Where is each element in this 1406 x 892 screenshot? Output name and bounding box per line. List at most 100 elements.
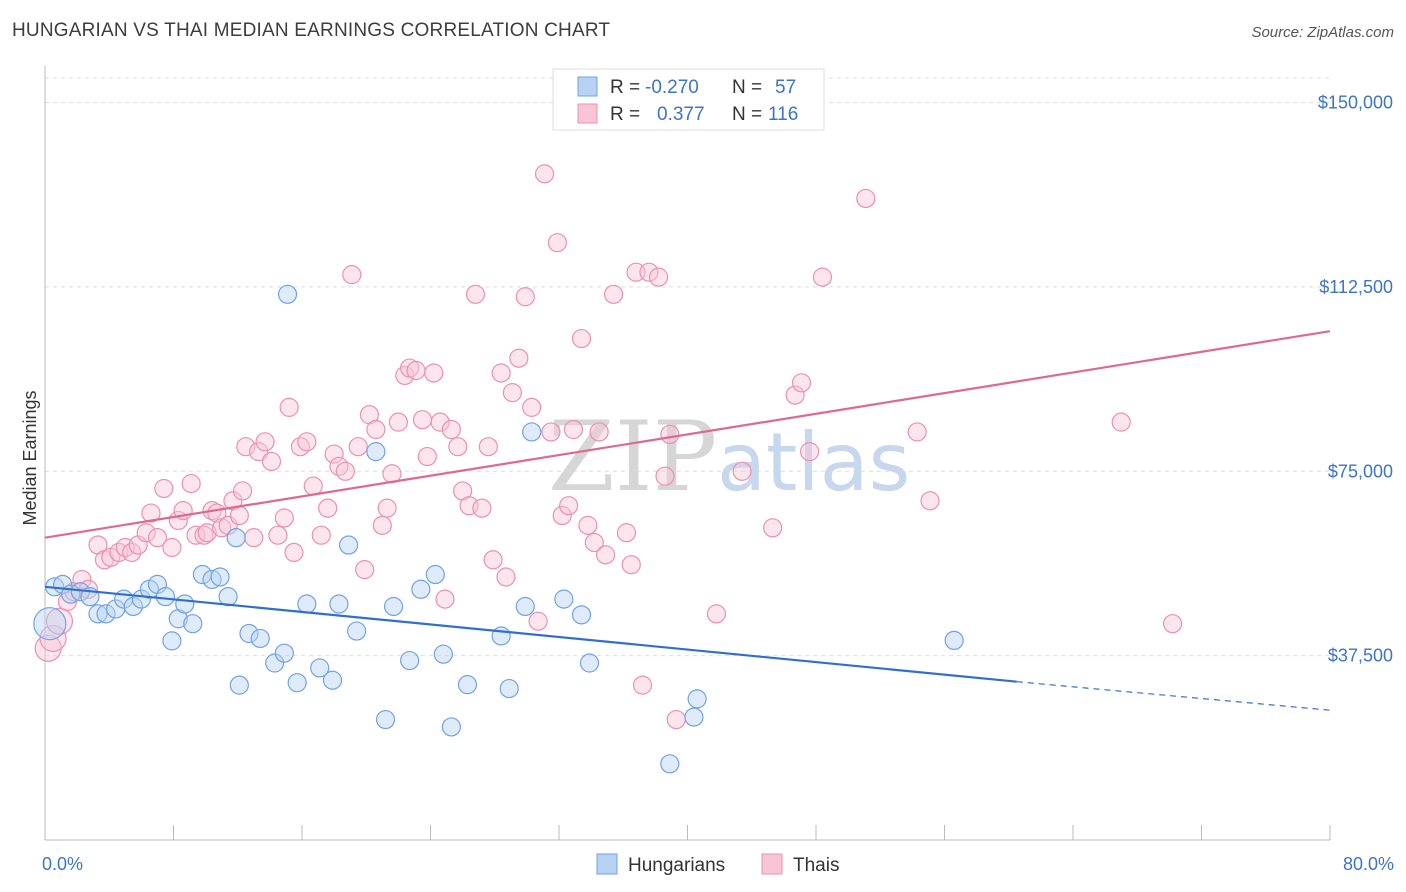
data-point-thais [261, 451, 282, 472]
data-point-hungarians [347, 621, 367, 641]
data-point-hungarians [226, 528, 246, 548]
data-point-thais [366, 419, 386, 440]
data-point-thais [435, 589, 455, 609]
data-point-thais [406, 360, 426, 381]
data-point-thais [660, 424, 680, 445]
data-point-thais [154, 478, 174, 499]
data-point-thais [297, 432, 317, 452]
data-point-thais [324, 444, 344, 464]
data-point-hungarians [383, 596, 404, 617]
data-point-thais [584, 532, 604, 553]
data-point-thais [589, 422, 609, 442]
data-point-thais [509, 348, 529, 368]
data-point-thais [39, 624, 67, 653]
data-point-hungarians [183, 614, 203, 634]
data-point-thais [571, 328, 592, 349]
data-point-hungarians [287, 673, 307, 693]
data-point-thais [648, 267, 669, 287]
data-point-thais [430, 412, 450, 432]
data-point-hungarians [155, 587, 176, 607]
data-point-thais [541, 422, 561, 442]
data-point-thais [496, 567, 516, 587]
data-point-thais [377, 498, 397, 518]
data-point-thais [639, 262, 659, 282]
data-point-thais [329, 456, 349, 476]
data-point-thais [279, 397, 299, 417]
data-point-hungarians [274, 643, 294, 663]
data-point-hungarians [175, 594, 195, 614]
data-point-thais [348, 437, 368, 457]
data-point-thais [372, 515, 392, 535]
data-point-hungarians [250, 628, 270, 649]
legend-r-label-thais: R = [610, 104, 640, 125]
data-point-hungarians [338, 535, 359, 555]
data-point-hungarians [425, 564, 445, 585]
data-point-thais [448, 437, 468, 457]
data-point-hungarians [579, 653, 600, 673]
data-point-hungarians [687, 689, 707, 709]
axes [44, 66, 1331, 841]
data-point-thais [604, 284, 624, 304]
data-point-thais [799, 442, 820, 462]
data-point-thais [181, 473, 201, 494]
data-point-thais [491, 363, 511, 383]
data-point-hungarians [310, 658, 330, 678]
data-point-thais [162, 537, 182, 558]
data-point-thais [706, 604, 727, 624]
data-point-thais [236, 437, 256, 457]
data-point-thais [122, 542, 142, 563]
y-tick-label: $112,500 [1319, 277, 1393, 297]
y-tick-label: $37,500 [1328, 646, 1393, 666]
data-point-hungarians [265, 653, 285, 673]
watermark: ZIP atlas [548, 401, 910, 513]
data-point-hungarians [202, 569, 222, 590]
data-point-thais [417, 446, 437, 467]
data-point-thais [522, 397, 542, 417]
data-point-thais [595, 545, 616, 565]
data-point-hungarians [162, 631, 182, 651]
data-point-thais [229, 505, 249, 526]
y-tick-labels: $37,500 $75,000 $112,500 $150,000 [1318, 93, 1393, 666]
legend-box [552, 68, 825, 131]
data-point-thais [1162, 614, 1183, 634]
data-point-thais [284, 542, 304, 563]
data-point-thais [785, 385, 805, 405]
x-tick-label: 80.0% [1343, 854, 1394, 874]
y-tick-label: $75,000 [1328, 461, 1393, 481]
data-point-thais [45, 607, 74, 635]
data-point-hungarians [96, 604, 116, 624]
data-point-thais [194, 525, 214, 545]
data-point-thais [666, 709, 686, 730]
data-point-thais [441, 419, 461, 440]
data-point-thais [559, 496, 579, 516]
data-point-thais [465, 284, 486, 304]
data-point-thais [311, 525, 331, 545]
watermark-atlas: atlas [717, 416, 910, 509]
data-point-thais [763, 518, 783, 538]
data-point-thais [186, 525, 206, 545]
data-point-thais [534, 164, 555, 184]
data-point-hungarians [411, 579, 431, 599]
data-point-thais [616, 523, 637, 543]
series-hungarians [33, 284, 964, 774]
data-point-thais [578, 515, 598, 535]
data-point-hungarians [229, 675, 249, 695]
bottom-legend-swatch-thais [761, 853, 783, 875]
data-point-hungarians [88, 604, 108, 624]
bottom-legend-label-hungarians: Hungarians [628, 855, 725, 876]
data-point-hungarians [123, 596, 143, 617]
data-point-hungarians [499, 678, 519, 699]
data-point-thais [655, 466, 675, 486]
data-point-thais [547, 233, 567, 253]
y-axis-label: Median Earnings [20, 390, 40, 525]
x-tick-labels: 0.0% 80.0% [42, 854, 1394, 874]
data-point-thais [342, 265, 362, 285]
trend-line-hungarians-extension [1016, 681, 1331, 711]
legend-n-label-thais: N = [732, 104, 762, 125]
series-thais [34, 164, 1183, 730]
data-point-thais [791, 373, 812, 393]
data-point-hungarians [277, 284, 298, 304]
data-point-thais [920, 491, 940, 511]
data-point-thais [274, 508, 294, 528]
data-point-thais [1111, 412, 1131, 432]
